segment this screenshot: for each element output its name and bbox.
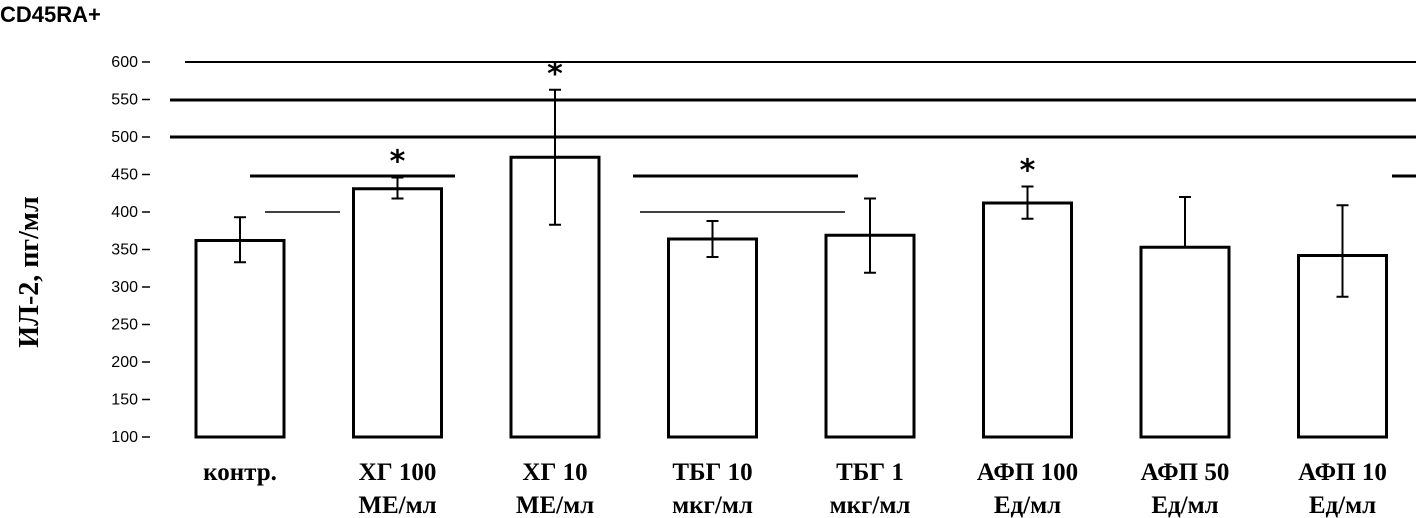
chart-title: CD45RA+ bbox=[0, 2, 101, 27]
x-tick-label: контр. bbox=[203, 459, 277, 486]
x-tick-label: ХГ 10 bbox=[522, 459, 587, 486]
x-tick-label: АФП 10 bbox=[1298, 459, 1387, 486]
y-tick-label: 350 bbox=[111, 242, 138, 259]
x-tick-label: Ед/мл bbox=[1151, 492, 1218, 518]
x-tick-label: АФП 100 bbox=[977, 459, 1078, 486]
y-tick-label: 450 bbox=[111, 167, 138, 184]
bar bbox=[194, 239, 286, 439]
x-tick-label: ТБГ 10 bbox=[672, 459, 752, 486]
y-tick-label: 600 bbox=[111, 54, 138, 71]
bar bbox=[1139, 245, 1231, 439]
y-tick-label: 200 bbox=[111, 354, 138, 371]
x-tick-label: Ед/мл bbox=[1309, 492, 1376, 518]
x-axis-ticks: контр. ХГ 100 МЕ/мл ХГ 10 МЕ/мл ТБГ 10 мкг/мл Т… bbox=[203, 459, 1387, 518]
x-tick-label: МЕ/мл bbox=[516, 492, 594, 518]
x-tick-label: мкг/мл bbox=[830, 492, 911, 518]
y-tick-label: 500 bbox=[111, 129, 138, 146]
bar bbox=[982, 201, 1073, 439]
y-axis-ticks: 600 550 500 450 400 350 300 250 200 150 100 bbox=[111, 54, 150, 446]
x-tick-label: Ед/мл bbox=[994, 492, 1061, 518]
x-tick-label: ТБГ 1 bbox=[836, 459, 904, 486]
comparison-lines bbox=[170, 61, 1416, 213]
x-tick-label: МЕ/мл bbox=[358, 492, 436, 518]
significance-marker: * bbox=[547, 57, 563, 92]
bars: * * * bbox=[194, 57, 1388, 439]
y-tick-label: 100 bbox=[111, 429, 138, 446]
bar bbox=[352, 187, 443, 439]
significance-marker: * bbox=[1020, 154, 1036, 189]
y-tick-label: 550 bbox=[111, 92, 138, 109]
y-tick-label: 400 bbox=[111, 204, 138, 221]
x-tick-label: ХГ 100 bbox=[359, 459, 437, 486]
bar bbox=[667, 237, 758, 439]
y-tick-label: 150 bbox=[111, 392, 138, 409]
significance-marker: * bbox=[390, 145, 406, 180]
y-tick-label: 250 bbox=[111, 317, 138, 334]
x-tick-label: АФП 50 bbox=[1141, 459, 1230, 486]
y-tick-label: 300 bbox=[111, 279, 138, 296]
y-axis-label: ИЛ-2, пг/мл bbox=[14, 196, 45, 347]
x-tick-label: мкг/мл bbox=[672, 492, 753, 518]
